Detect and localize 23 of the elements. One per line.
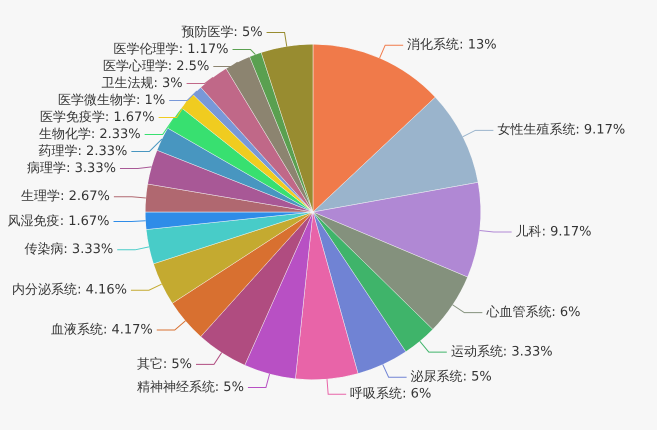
slice-label: 泌尿系统: 5% <box>410 370 492 385</box>
slice-label: 医学心理学: 2.5% <box>102 58 210 74</box>
slice-label: 医学微生物学: 1% <box>58 92 166 108</box>
slice-label: 消化系统: 13% <box>407 38 497 53</box>
slice-label: 儿科: 9.17% <box>516 224 592 240</box>
slice-label: 运动系统: 3.33% <box>450 344 553 360</box>
slice-label: 药理学: 2.33% <box>38 144 128 159</box>
slice-label: 心血管系统: 6% <box>485 304 580 320</box>
slice-label: 医学免疫学: 1.67% <box>40 110 155 125</box>
slice-label: 预防医学: 5% <box>181 24 263 40</box>
slice-label: 生物化学: 2.33% <box>38 126 141 142</box>
slice-label: 精神神经系统: 5% <box>136 380 244 395</box>
slice-label: 医学伦理学: 1.17% <box>114 42 229 57</box>
slice-label: 其它: 5% <box>136 356 192 372</box>
slice-label: 风湿免疫: 1.67% <box>8 214 110 229</box>
slice-label: 生理学: 2.67% <box>21 189 110 204</box>
slice-label: 呼吸系统: 6% <box>350 386 432 402</box>
slice-label: 内分泌系统: 4.16% <box>12 282 127 298</box>
slice-label: 病理学: 3.33% <box>27 160 116 176</box>
slice-label: 女性生殖系统: 9.17% <box>497 122 626 138</box>
slice-label: 血液系统: 4.17% <box>50 322 153 338</box>
slice-label: 卫生法规: 3% <box>101 76 183 91</box>
slice-label: 传染病: 3.33% <box>24 242 114 258</box>
